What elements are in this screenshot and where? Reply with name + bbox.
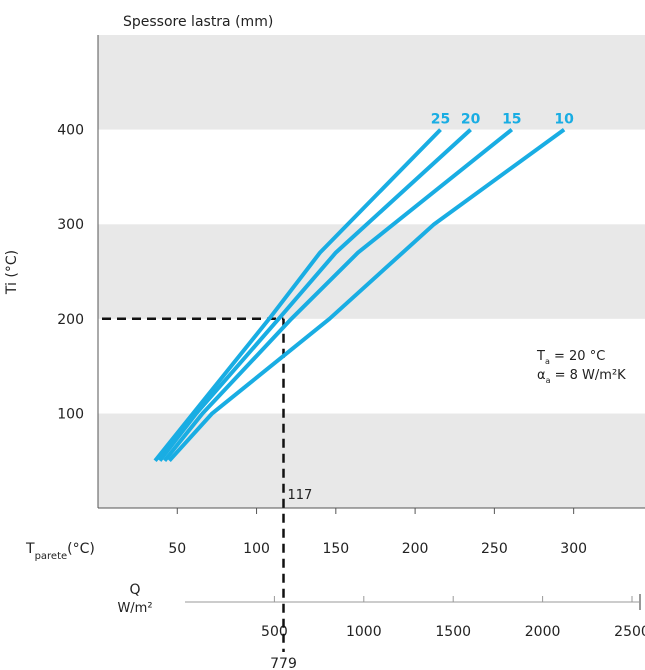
chart-title: Spessore lastra (mm)	[123, 14, 273, 30]
ta-symbol: T	[536, 349, 545, 364]
alpha-symbol: α	[537, 368, 546, 383]
series-label-10: 10	[554, 112, 574, 128]
y-tick-label: 200	[57, 312, 84, 328]
q-axis-unit: W/m²	[117, 601, 152, 616]
x-axis-label-unit: (°C)	[67, 541, 95, 557]
series-label-15: 15	[502, 112, 521, 128]
alpha-value: = 8 W/m²K	[550, 368, 626, 383]
grid-bands	[98, 35, 645, 508]
y-tick-label: 400	[57, 123, 84, 139]
y-axis-label: Ti (°C)	[4, 250, 20, 295]
q-tick-label: 2000	[525, 624, 561, 640]
alpha-subscript: a	[546, 376, 551, 385]
reference-x-label: 117	[288, 488, 313, 503]
x-tick-label: 150	[322, 541, 349, 557]
ta-subscript: a	[545, 357, 550, 366]
grid-band	[98, 129, 645, 225]
x-tick-label: 250	[481, 541, 508, 557]
x-tick-label: 200	[402, 541, 429, 557]
q-tick-label: 2500	[614, 624, 645, 640]
q-tick-label: 1000	[346, 624, 382, 640]
series-lines: 25 20 15 10	[153, 112, 574, 463]
x-axis-label: Tparete(°C)	[25, 541, 95, 562]
grid-band	[98, 318, 645, 414]
ta-value: = 20 °C	[550, 349, 605, 364]
x-tick-label: 50	[168, 541, 186, 557]
alpha-annotation: αa = 8 W/m²K	[537, 368, 626, 385]
ta-annotation: Ta = 20 °C	[536, 349, 605, 366]
reference-lines: 117 779	[102, 317, 313, 670]
grid-band	[98, 224, 645, 319]
q-tick-label: 1500	[435, 624, 471, 640]
x-tick-label: 100	[243, 541, 270, 557]
x-tick-label: 300	[560, 541, 587, 557]
q-axis-label: Q	[129, 582, 140, 598]
series-line-25	[153, 128, 442, 462]
grid-band	[98, 35, 645, 130]
y-tick-label: 300	[57, 217, 84, 233]
x-axis-label-main: T	[25, 541, 35, 557]
series-line-15	[163, 128, 514, 462]
series-label-25: 25	[431, 112, 450, 128]
x-axis-label-sub: parete	[35, 551, 68, 562]
series-line-20	[158, 128, 472, 462]
series-label-20: 20	[461, 112, 481, 128]
y-tick-label: 100	[57, 406, 84, 422]
q-tick-label: 500	[261, 624, 288, 640]
series-line-10	[167, 127, 566, 463]
axes: 100 200 300 400 50 100 150 200 250 300 500 1000 1500…	[57, 35, 645, 640]
q-marker-label: 779	[270, 656, 297, 670]
